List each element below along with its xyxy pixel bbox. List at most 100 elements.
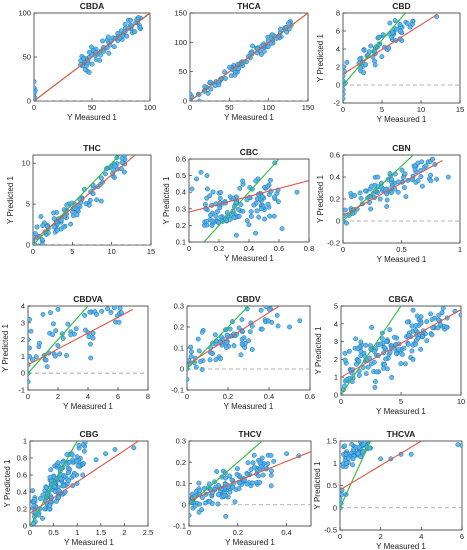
data-point [369,324,375,330]
data-point [439,310,445,316]
data-point [244,218,250,224]
data-point [238,202,244,208]
data-point [424,319,430,325]
data-point [103,451,108,457]
data-point [66,478,72,484]
data-point [262,216,268,222]
data-point [34,79,37,85]
chart-title: THC [83,143,100,153]
data-point [369,183,374,189]
data-point [193,364,199,370]
data-point [69,200,75,206]
y-tick-label: -0.5 [324,526,337,535]
x-tick-label: 0 [31,247,35,256]
data-point [201,485,207,491]
chart-title: THCVA [387,429,416,439]
data-point [64,353,69,358]
data-point [222,69,228,75]
fit-line [189,451,311,502]
data-point [28,345,32,351]
data-point [265,44,271,50]
data-point [368,435,372,439]
x-tick-label: 150 [302,103,315,112]
data-point [112,163,118,169]
fit-line [34,13,150,101]
data-point [234,471,240,477]
data-point [207,193,213,199]
y-axis-label: Y Predicted 1 [162,176,171,224]
chart-title: CBGA [388,294,413,304]
data-point [348,190,354,196]
data-point [405,341,411,347]
data-point [99,308,105,314]
data-point [389,177,395,183]
data-point [128,17,134,23]
data-point [53,499,59,504]
data-point [39,241,45,245]
data-point [232,499,238,505]
y-tick-label: 8 [336,9,340,18]
data-point [210,218,216,224]
plot-area [186,305,311,391]
data-point [267,213,273,219]
data-point [54,227,60,233]
y-tick-label: 0.8 [17,454,27,463]
chart-title: CBDA [80,1,105,11]
data-point [239,317,245,322]
data-point [101,48,107,54]
data-point [123,146,127,150]
x-tick-label: 2 [122,528,126,537]
y-tick-label: 0 [23,522,27,531]
data-point [81,448,87,454]
chart-title: CBG [80,429,99,439]
data-point [194,176,199,182]
data-point [268,483,274,489]
y-tick-label: -2 [333,99,340,108]
data-point [81,55,87,61]
data-point [357,56,363,62]
data-point [445,174,451,180]
x-axis-label: Y Measured 1 [67,113,117,122]
data-point [206,481,212,487]
data-point [271,213,277,219]
data-point [218,334,224,340]
data-point [86,202,92,208]
data-point [343,87,346,92]
data-point [415,178,421,184]
data-point [74,212,80,218]
data-point [350,447,356,453]
x-tick-label: 0.6 [274,244,284,253]
x-tick-label: 4 [419,532,423,541]
data-point [418,314,424,320]
data-point [135,15,141,20]
data-point [372,384,378,390]
x-tick-label: 0 [188,103,192,112]
data-point [44,364,50,370]
data-point [401,185,407,191]
data-point [28,353,32,359]
data-point [80,472,86,478]
data-point [60,335,66,341]
data-point [50,332,56,338]
data-point [240,208,246,214]
data-point [340,496,343,502]
data-point [204,186,210,192]
data-point [404,319,410,325]
data-point [56,494,62,500]
data-point [190,91,193,97]
x-tick-label: 0.5 [48,528,58,537]
data-point [437,322,443,328]
target-line [203,159,280,242]
data-point [358,339,364,345]
x-axis-label: Y Measured 1 [377,255,427,264]
x-tick-label: 50 [225,103,233,112]
data-point [459,443,462,448]
data-point [284,451,290,457]
y-tick-label: 1 [333,459,337,468]
data-point [428,178,434,184]
y-tick-label: 1 [23,437,27,446]
data-point [224,332,230,338]
data-point [215,209,220,215]
x-tick-label: 8 [146,392,150,401]
